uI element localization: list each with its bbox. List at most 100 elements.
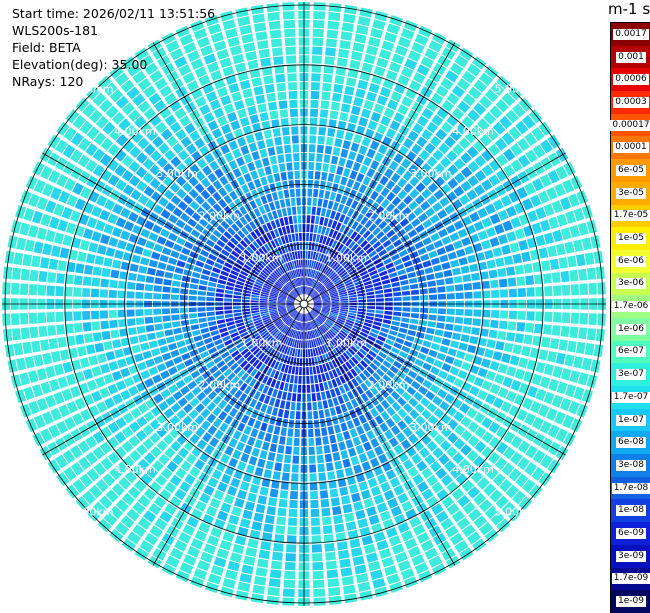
scan-gate-cell (272, 128, 281, 137)
scan-gate-cell (152, 224, 163, 234)
scan-gate-cell (508, 310, 518, 320)
scan-gate-cell (240, 453, 250, 463)
scan-gate-cell (463, 283, 473, 291)
scan-gate-cell (374, 183, 384, 193)
scan-gate-cell (309, 464, 317, 473)
scan-gate-cell (321, 373, 327, 382)
scan-gate-cell (320, 100, 330, 110)
scan-gate-cell (534, 323, 543, 334)
scan-gate-cell (300, 259, 303, 268)
scan-gate-cell (263, 318, 271, 323)
scan-gate-cell (202, 332, 211, 339)
scan-gate-cell (330, 294, 339, 298)
scan-gate-cell (305, 349, 308, 358)
scan-gate-cell (107, 436, 120, 449)
scan-gate-cell (209, 325, 218, 332)
scan-gate-cell (311, 293, 319, 299)
scan-gate-cell (210, 272, 220, 278)
scan-gate-cell (239, 216, 248, 226)
scan-gate-cell (508, 288, 518, 298)
scan-gate-cell (365, 552, 379, 563)
scan-gate-cell (390, 207, 401, 218)
scan-gate-cell (429, 308, 438, 314)
scan-gate-cell (457, 228, 468, 238)
scan-gate-cell (273, 543, 284, 552)
scan-gate-cell (172, 454, 184, 466)
scan-gate-cell (318, 326, 324, 335)
scan-gate-cell (245, 375, 253, 385)
scan-gate-cell (120, 261, 130, 271)
scan-gate-cell (348, 447, 357, 457)
scan-gate-cell (340, 450, 349, 460)
scan-gate-cell (97, 518, 112, 533)
scan-gate-cell (334, 212, 341, 221)
scan-gate-cell (323, 323, 330, 330)
scan-gate-cell (286, 346, 291, 355)
scan-gate-cell (338, 289, 347, 294)
scan-gate-cell (314, 356, 319, 366)
scan-gate-cell (253, 208, 261, 217)
scan-gate-cell (197, 296, 206, 301)
scan-gate-cell (499, 289, 509, 298)
scan-gate-cell (408, 277, 418, 284)
scan-gate-cell (247, 492, 257, 503)
scan-gate-cell (413, 206, 424, 217)
scan-gate-cell (341, 103, 351, 113)
scan-gate-cell (390, 505, 403, 517)
scan-gate-cell (227, 324, 236, 331)
scan-gate-cell (322, 516, 332, 526)
scan-gate-cell (238, 328, 247, 335)
scan-gate-cell (194, 375, 205, 385)
scan-gate-cell (360, 216, 369, 226)
scan-gate-cell (207, 390, 218, 401)
scan-gate-cell (458, 137, 471, 150)
scan-gate-cell (148, 232, 159, 242)
scan-gate-cell (454, 284, 464, 292)
scan-gate-cell (317, 285, 325, 292)
scan-gate-cell (505, 390, 517, 403)
scan-gate-cell (539, 376, 551, 389)
scan-gate-cell (55, 311, 64, 322)
scan-gate-cell (337, 203, 345, 213)
scan-gate-cell (236, 342, 245, 349)
scan-gate-cell (169, 427, 181, 439)
scan-gate-cell (268, 20, 281, 30)
scan-gate-cell (28, 193, 40, 208)
scan-gate-cell (374, 317, 383, 323)
scan-gate-cell (273, 330, 281, 338)
scan-gate-cell (492, 397, 504, 409)
scan-gate-cell (198, 234, 208, 243)
scan-gate-cell (288, 309, 296, 314)
scan-gate-cell (349, 409, 357, 419)
scan-gate-cell (99, 310, 109, 319)
scan-gate-cell (334, 323, 342, 329)
scan-gate-cell (312, 320, 317, 328)
scan-gate-cell (414, 337, 423, 345)
scan-gate-cell (453, 220, 464, 230)
scan-gate-cell (241, 226, 249, 236)
scan-gate-cell (378, 249, 387, 257)
scan-gate-cell (310, 499, 319, 509)
scan-gate-cell (153, 243, 164, 253)
scan-gate-cell (184, 358, 194, 367)
scan-gate-cell (267, 452, 276, 461)
scan-gate-cell (66, 401, 78, 414)
scan-gate-cell (58, 190, 70, 204)
scan-gate-cell (385, 128, 397, 139)
scan-gate-cell (272, 388, 278, 398)
scan-gate-cell (247, 417, 256, 427)
scan-gate-cell (266, 405, 273, 415)
scan-gate-cell (540, 139, 553, 154)
scan-gate-cell (253, 335, 261, 342)
scan-gate-cell (289, 499, 298, 509)
scan-gate-cell (284, 570, 296, 580)
scan-gate-cell (531, 467, 545, 481)
scan-gate-cell (369, 237, 378, 246)
scan-gate-cell (355, 444, 365, 455)
scan-gate-cell (539, 174, 552, 188)
scan-gate-cell (375, 393, 385, 403)
scan-gate-cell (306, 233, 310, 241)
scan-gate-cell (283, 316, 291, 323)
scan-gate-cell (473, 376, 485, 387)
scan-gate-cell (329, 191, 337, 201)
